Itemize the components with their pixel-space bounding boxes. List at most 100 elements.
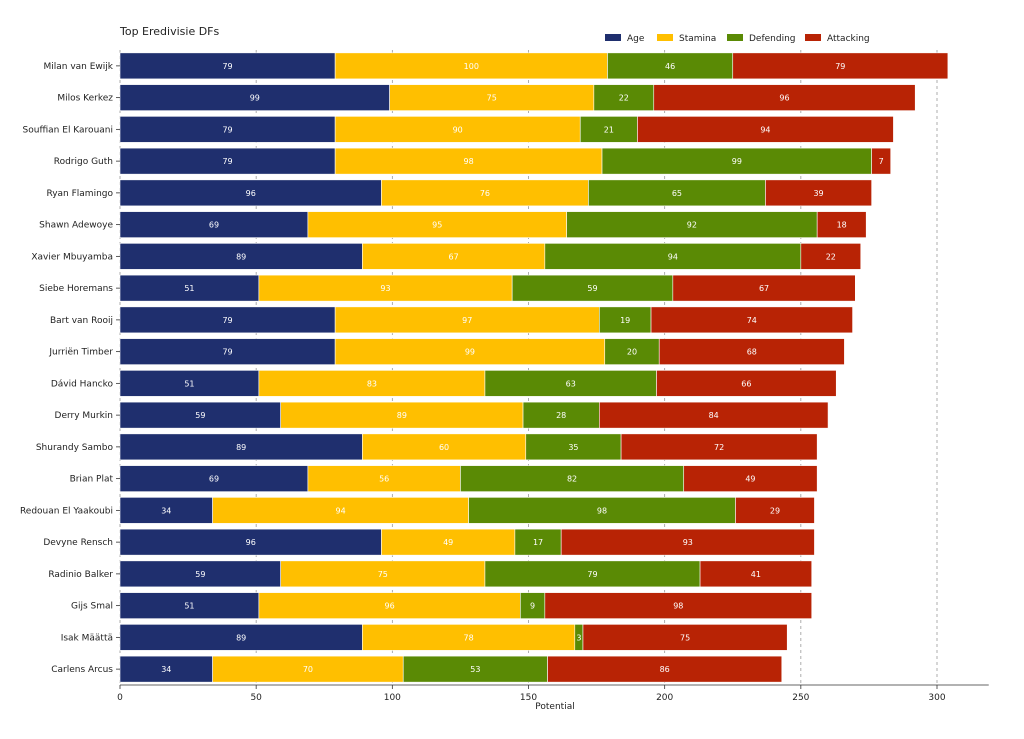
data-label: 74 <box>747 316 757 325</box>
data-label: 79 <box>222 316 232 325</box>
bar-age <box>119 560 281 588</box>
y-tick-label: Ryan Flamingo <box>46 189 113 199</box>
bar-attacking <box>658 338 845 365</box>
bar-attacking <box>582 624 788 651</box>
data-label: 69 <box>209 221 219 230</box>
bar-age <box>119 211 309 238</box>
data-label: 9 <box>530 602 535 611</box>
data-label: 75 <box>487 94 497 103</box>
bar-defending <box>566 211 818 238</box>
x-tick-label: 100 <box>384 693 401 703</box>
bar-stamina <box>362 243 546 270</box>
data-label: 99 <box>465 348 475 357</box>
bar-defending <box>460 465 685 492</box>
y-tick-label: Milan van Ewijk <box>43 62 113 72</box>
legend-swatch-attacking <box>805 34 821 41</box>
bar-stamina <box>362 624 576 651</box>
data-label: 79 <box>222 157 232 166</box>
data-label: 92 <box>687 221 697 230</box>
data-label: 96 <box>246 538 256 547</box>
data-label: 96 <box>246 189 256 198</box>
bar-defending <box>599 306 652 334</box>
bar-attacking <box>732 52 949 80</box>
data-label: 59 <box>587 284 597 293</box>
bar-defending <box>484 560 701 588</box>
bar-age <box>119 528 382 556</box>
bar-age <box>119 179 382 207</box>
bar-defending <box>607 52 734 80</box>
bar-attacking <box>871 147 892 175</box>
bar-age <box>119 655 213 683</box>
bar-defending <box>520 592 546 619</box>
data-label: 65 <box>672 189 682 198</box>
x-tick-label: 200 <box>656 693 673 703</box>
data-label: 49 <box>443 538 453 547</box>
y-tick-label: Radinio Balker <box>48 570 113 580</box>
legend-label: Defending <box>749 34 796 44</box>
x-tick-label: 50 <box>250 693 262 703</box>
data-label: 98 <box>597 506 607 515</box>
bar-attacking <box>560 528 815 556</box>
data-label: 75 <box>378 570 388 579</box>
bar-attacking <box>699 560 813 588</box>
bar-attacking <box>656 370 837 397</box>
data-label: 90 <box>453 125 463 134</box>
bar-age <box>119 465 309 492</box>
y-tick-label: Carlens Arcus <box>51 665 113 675</box>
bar-age <box>119 116 336 143</box>
data-label: 94 <box>335 506 345 515</box>
data-label: 84 <box>709 411 719 420</box>
legend-label: Stamina <box>679 34 716 44</box>
x-tick-label: 0 <box>117 693 123 703</box>
x-tick-label: 300 <box>928 693 945 703</box>
bar-defending <box>601 147 872 175</box>
y-tick-label: Siebe Horemans <box>39 284 113 294</box>
data-label: 46 <box>665 62 675 71</box>
data-label: 75 <box>680 633 690 642</box>
y-tick-label: Shurandy Sambo <box>36 443 114 453</box>
data-label: 51 <box>184 602 194 611</box>
x-axis-label: Potential <box>535 702 574 712</box>
data-label: 17 <box>533 538 543 547</box>
legend-swatch-age <box>605 34 621 41</box>
data-label: 96 <box>385 602 395 611</box>
bar-stamina <box>307 211 567 238</box>
data-label: 99 <box>250 94 260 103</box>
bar-age <box>119 592 260 619</box>
bar-age <box>119 147 336 175</box>
bar-defending <box>544 243 802 270</box>
bar-stamina <box>212 497 469 524</box>
data-label: 83 <box>367 379 377 388</box>
data-label: 89 <box>236 252 246 261</box>
bar-defending <box>593 84 655 111</box>
data-label: 28 <box>556 411 566 420</box>
bar-attacking <box>620 433 818 461</box>
y-tick-label: Redouan El Yaakoubi <box>20 506 113 516</box>
bar-defending <box>525 433 622 461</box>
y-tick-label: Brian Plat <box>70 475 114 485</box>
data-label: 96 <box>779 94 789 103</box>
x-tick-label: 250 <box>792 693 809 703</box>
bar-attacking <box>653 84 916 111</box>
data-label: 79 <box>835 62 845 71</box>
data-label: 20 <box>627 348 637 357</box>
bar-age <box>119 243 363 270</box>
x-tick-label: 150 <box>520 693 537 703</box>
chart-title: Top Eredivisie DFs <box>119 25 220 38</box>
data-label: 76 <box>480 189 490 198</box>
legend-swatch-stamina <box>657 34 673 41</box>
y-tick-label: Jurriën Timber <box>48 348 113 358</box>
legend-label: Age <box>627 34 645 44</box>
bar-stamina <box>334 147 603 175</box>
data-label: 94 <box>760 125 770 134</box>
data-label: 95 <box>432 221 442 230</box>
data-label: 35 <box>568 443 578 452</box>
y-tick-label: Rodrigo Guth <box>54 157 113 167</box>
bar-stamina <box>334 306 600 334</box>
bar-attacking <box>544 592 813 619</box>
data-label: 68 <box>747 348 757 357</box>
data-label: 97 <box>462 316 472 325</box>
data-label: 79 <box>222 62 232 71</box>
bar-defending <box>402 655 548 683</box>
data-label: 89 <box>236 443 246 452</box>
